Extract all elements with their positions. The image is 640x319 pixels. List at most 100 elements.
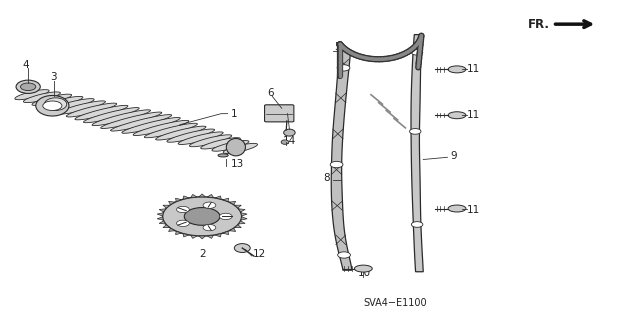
FancyBboxPatch shape: [264, 105, 294, 122]
Text: 9: 9: [451, 151, 457, 161]
Polygon shape: [234, 225, 241, 228]
Polygon shape: [411, 34, 423, 272]
Text: SVA4−E1100: SVA4−E1100: [364, 298, 427, 308]
Ellipse shape: [227, 138, 246, 156]
Polygon shape: [239, 209, 245, 212]
Polygon shape: [157, 217, 163, 220]
Polygon shape: [239, 221, 245, 224]
Text: 5: 5: [334, 42, 340, 52]
Text: 13: 13: [231, 159, 244, 169]
Polygon shape: [223, 198, 228, 202]
Ellipse shape: [281, 140, 289, 144]
Polygon shape: [175, 231, 182, 234]
Text: 11: 11: [467, 205, 480, 215]
Polygon shape: [241, 217, 247, 220]
Polygon shape: [207, 195, 214, 198]
Polygon shape: [199, 236, 205, 239]
Circle shape: [412, 222, 423, 227]
Polygon shape: [175, 198, 182, 202]
Polygon shape: [215, 196, 221, 199]
Polygon shape: [191, 235, 197, 238]
Polygon shape: [207, 235, 214, 238]
Polygon shape: [215, 234, 221, 237]
Ellipse shape: [167, 129, 214, 142]
Ellipse shape: [284, 129, 295, 136]
Circle shape: [20, 83, 36, 91]
Polygon shape: [168, 201, 175, 204]
Polygon shape: [199, 194, 205, 197]
Ellipse shape: [100, 112, 162, 129]
Circle shape: [410, 129, 421, 134]
Text: 14: 14: [283, 136, 296, 145]
Text: 2: 2: [199, 249, 205, 259]
Polygon shape: [229, 201, 236, 204]
Polygon shape: [234, 205, 241, 208]
Polygon shape: [159, 209, 166, 212]
Polygon shape: [332, 50, 352, 270]
Ellipse shape: [189, 135, 232, 147]
Ellipse shape: [111, 115, 172, 131]
Text: FR.: FR.: [527, 18, 549, 31]
Text: 8: 8: [324, 174, 330, 183]
Ellipse shape: [201, 137, 241, 149]
Polygon shape: [229, 228, 236, 232]
Circle shape: [337, 65, 350, 71]
Text: 3: 3: [51, 72, 57, 82]
Ellipse shape: [448, 66, 466, 73]
Text: 6: 6: [268, 88, 275, 98]
Ellipse shape: [448, 112, 466, 119]
Polygon shape: [191, 195, 197, 198]
Circle shape: [203, 202, 216, 208]
Circle shape: [177, 220, 189, 226]
Polygon shape: [183, 196, 189, 199]
Circle shape: [163, 197, 242, 236]
Polygon shape: [159, 221, 166, 224]
Text: 1: 1: [231, 109, 237, 119]
Ellipse shape: [15, 90, 49, 100]
Ellipse shape: [122, 117, 180, 133]
Polygon shape: [157, 213, 163, 216]
Ellipse shape: [49, 99, 94, 111]
Text: 4: 4: [22, 60, 29, 70]
Ellipse shape: [75, 105, 128, 120]
Ellipse shape: [58, 101, 106, 114]
Polygon shape: [163, 225, 170, 228]
Circle shape: [338, 252, 351, 258]
Circle shape: [177, 206, 189, 213]
Ellipse shape: [133, 120, 189, 136]
Ellipse shape: [156, 126, 206, 140]
Ellipse shape: [32, 94, 72, 106]
Ellipse shape: [212, 140, 249, 151]
Polygon shape: [183, 234, 189, 237]
Text: 11: 11: [467, 110, 480, 120]
Ellipse shape: [44, 98, 67, 110]
Circle shape: [220, 213, 232, 219]
Circle shape: [184, 208, 220, 225]
Circle shape: [330, 161, 343, 168]
Text: 11: 11: [467, 64, 480, 74]
Ellipse shape: [40, 96, 83, 108]
Ellipse shape: [36, 95, 69, 116]
Polygon shape: [168, 228, 175, 232]
Ellipse shape: [16, 80, 40, 93]
Text: 12: 12: [253, 249, 266, 259]
Ellipse shape: [355, 265, 372, 272]
Circle shape: [412, 49, 423, 55]
Ellipse shape: [178, 132, 223, 145]
Ellipse shape: [234, 244, 250, 252]
Text: 7: 7: [284, 106, 291, 115]
Ellipse shape: [223, 143, 257, 153]
Polygon shape: [241, 213, 247, 216]
Polygon shape: [163, 205, 170, 208]
Ellipse shape: [67, 103, 116, 117]
Ellipse shape: [92, 110, 150, 126]
Text: 10: 10: [358, 268, 371, 278]
Ellipse shape: [448, 205, 466, 212]
Polygon shape: [223, 231, 228, 234]
Circle shape: [203, 225, 216, 231]
Ellipse shape: [145, 123, 197, 138]
Ellipse shape: [24, 92, 60, 103]
Ellipse shape: [218, 154, 228, 157]
Ellipse shape: [83, 108, 140, 123]
Circle shape: [43, 101, 62, 110]
